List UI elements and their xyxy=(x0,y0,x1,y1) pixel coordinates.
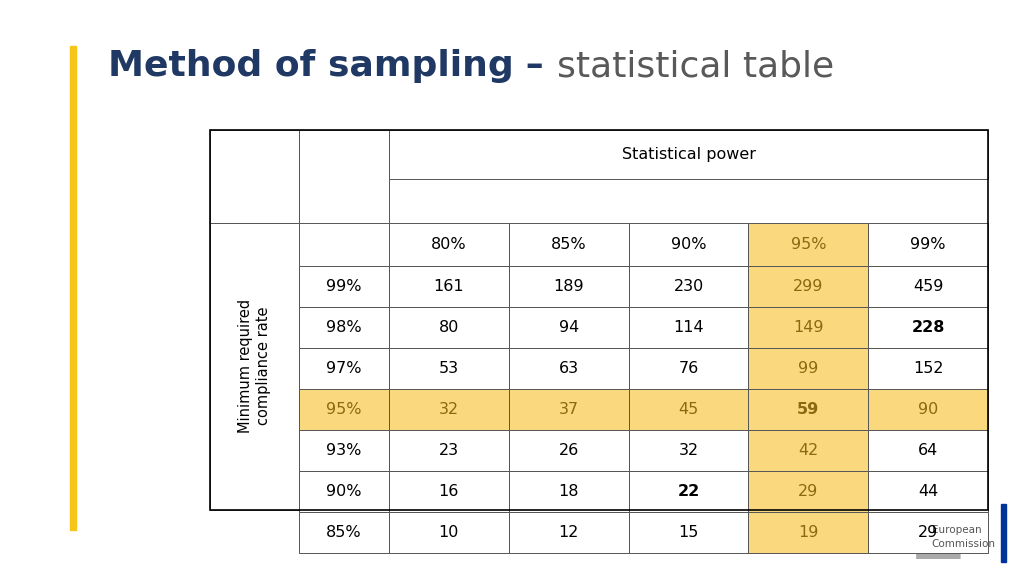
Polygon shape xyxy=(891,546,899,552)
Text: 23: 23 xyxy=(438,444,459,458)
Text: 189: 189 xyxy=(553,279,584,294)
Text: 64: 64 xyxy=(919,444,938,458)
Polygon shape xyxy=(873,546,882,552)
Text: 299: 299 xyxy=(794,279,823,294)
Polygon shape xyxy=(867,528,876,533)
Text: 99: 99 xyxy=(799,362,818,377)
Text: 63: 63 xyxy=(559,362,579,377)
Text: 80%: 80% xyxy=(431,237,467,252)
Polygon shape xyxy=(873,523,882,529)
Polygon shape xyxy=(900,535,907,540)
Text: 80: 80 xyxy=(438,320,459,335)
Text: 93%: 93% xyxy=(327,444,361,458)
Text: 99%: 99% xyxy=(910,237,946,252)
Text: 149: 149 xyxy=(794,320,823,335)
Text: 29: 29 xyxy=(799,484,818,499)
Text: 90%: 90% xyxy=(327,484,361,499)
Text: 152: 152 xyxy=(913,362,943,377)
Text: 161: 161 xyxy=(433,279,464,294)
Polygon shape xyxy=(867,541,876,547)
Text: 76: 76 xyxy=(679,362,698,377)
Text: 94: 94 xyxy=(558,320,579,335)
Text: 32: 32 xyxy=(679,444,698,458)
Polygon shape xyxy=(897,528,905,533)
Text: 18: 18 xyxy=(558,484,579,499)
Polygon shape xyxy=(865,535,872,540)
Text: 95%: 95% xyxy=(791,237,826,252)
Text: 114: 114 xyxy=(673,320,703,335)
Text: 230: 230 xyxy=(674,279,703,294)
Text: 90: 90 xyxy=(919,403,938,418)
Polygon shape xyxy=(897,541,905,547)
Polygon shape xyxy=(891,523,899,529)
Polygon shape xyxy=(883,548,890,554)
Text: 16: 16 xyxy=(438,484,459,499)
Text: 459: 459 xyxy=(913,279,943,294)
Text: 37: 37 xyxy=(559,403,579,418)
Text: 26: 26 xyxy=(558,444,579,458)
Text: 59: 59 xyxy=(798,403,819,418)
Text: 44: 44 xyxy=(919,484,938,499)
Text: 85%: 85% xyxy=(551,237,587,252)
Text: 29: 29 xyxy=(919,525,938,540)
Text: 97%: 97% xyxy=(327,362,361,377)
Text: 45: 45 xyxy=(679,403,698,418)
Text: 22: 22 xyxy=(678,484,699,499)
Text: statistical table: statistical table xyxy=(557,49,834,84)
Text: 90%: 90% xyxy=(671,237,707,252)
Text: 15: 15 xyxy=(678,525,698,540)
Text: Commission: Commission xyxy=(932,539,995,550)
Text: Method of sampling: Method of sampling xyxy=(108,49,513,84)
Text: European: European xyxy=(932,525,981,535)
Text: –: – xyxy=(513,49,557,84)
Text: 10: 10 xyxy=(438,525,459,540)
Text: 99%: 99% xyxy=(327,279,361,294)
Text: 19: 19 xyxy=(798,525,818,540)
Text: Minimum required
compliance rate: Minimum required compliance rate xyxy=(239,299,271,433)
Text: 53: 53 xyxy=(438,362,459,377)
Text: 95%: 95% xyxy=(327,403,361,418)
Text: 98%: 98% xyxy=(327,320,361,335)
Text: 32: 32 xyxy=(438,403,459,418)
Polygon shape xyxy=(916,516,959,559)
Text: Statistical power: Statistical power xyxy=(622,147,756,162)
Text: 228: 228 xyxy=(911,320,945,335)
Text: 12: 12 xyxy=(558,525,579,540)
Polygon shape xyxy=(883,521,890,527)
Text: 42: 42 xyxy=(799,444,818,458)
Text: 85%: 85% xyxy=(327,525,361,540)
